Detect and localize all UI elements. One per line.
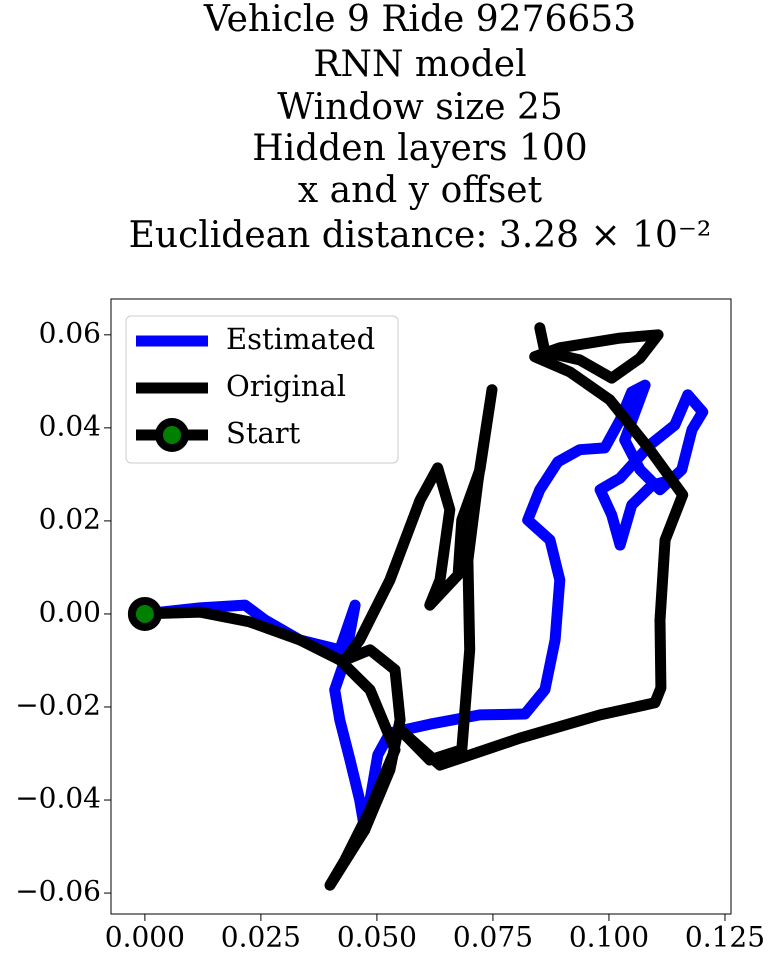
legend-label: Estimated [226, 322, 375, 356]
x-tick-label: 0.050 [337, 921, 417, 954]
legend-label: Start [226, 416, 301, 450]
plot-area [127, 322, 709, 891]
y-tick-label: −0.04 [15, 782, 101, 815]
x-tick-label: 0.025 [221, 921, 301, 954]
x-tick-label: 0.125 [685, 921, 765, 954]
y-tick-label: 0.04 [39, 409, 101, 442]
trajectory [139, 322, 689, 891]
chart-title: Euclidean distance: 3.28 × 10⁻² [129, 215, 712, 256]
chart-title: RNN model [313, 44, 526, 85]
x-tick-label: 0.100 [569, 921, 649, 954]
chart-title: Hidden layers 100 [252, 128, 587, 169]
chart-title: x and y offset [298, 170, 543, 211]
chart-title: Window size 25 [277, 87, 563, 128]
x-tick-label: 0.075 [453, 921, 533, 954]
legend-box [125, 315, 399, 464]
legend-marker [155, 418, 189, 452]
start-marker [127, 596, 162, 631]
y-tick-label: 0.06 [39, 316, 101, 349]
axes-frame [110, 298, 732, 915]
y-tick-label: 0.02 [39, 502, 101, 535]
chart-title: Vehicle 9 Ride 9276653 [203, 0, 636, 40]
y-tick-label: −0.06 [15, 875, 101, 908]
y-tick-label: 0.00 [39, 595, 101, 628]
trajectory [139, 379, 709, 836]
legend-label: Original [226, 369, 346, 403]
x-tick-label: 0.000 [105, 921, 185, 954]
y-tick-label: −0.02 [15, 688, 101, 721]
